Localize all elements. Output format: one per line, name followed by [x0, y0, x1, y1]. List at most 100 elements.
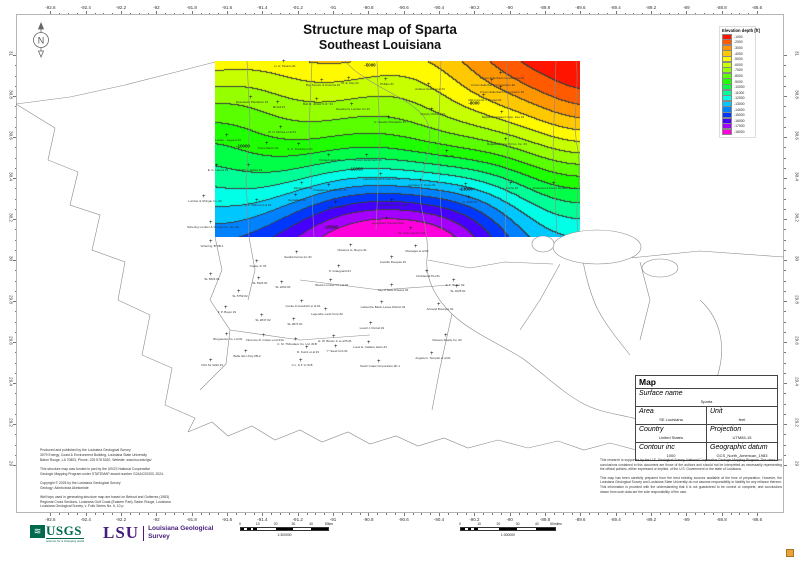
axis-tick	[324, 513, 326, 515]
axis-tick	[129, 12, 131, 14]
axis-tick	[784, 342, 787, 343]
axis-label: -89	[683, 517, 690, 522]
axis-tick	[784, 362, 786, 364]
axis-tick	[784, 444, 786, 446]
surface-name-value: Sparta	[700, 398, 713, 404]
axis-tick	[527, 513, 529, 515]
axis-tick	[14, 362, 16, 364]
lsu-lgs-logo: LSU Louisiana Geological Survey	[103, 523, 214, 542]
axis-tick	[748, 513, 750, 515]
axis-label: -92.4	[80, 517, 91, 522]
axis-tick	[147, 12, 149, 14]
axis-tick	[757, 513, 758, 516]
axis-tick	[377, 12, 379, 14]
axis-tick	[14, 65, 16, 67]
axis-tick	[14, 413, 16, 415]
axis-tick	[500, 513, 502, 515]
axis-tick	[784, 126, 786, 128]
axis-tick	[430, 12, 432, 14]
axis-tick	[677, 513, 679, 515]
axis-tick	[784, 96, 787, 97]
axis-tick	[784, 208, 786, 210]
axis-tick	[14, 434, 16, 436]
axis-tick	[13, 137, 16, 138]
axis-tick	[784, 465, 787, 466]
legend-label: -8000	[734, 73, 743, 78]
axis-tick	[447, 12, 449, 14]
axis-tick	[341, 12, 343, 14]
axis-tick	[94, 513, 96, 515]
axis-tick	[784, 331, 786, 333]
axis-label: 29.6	[794, 336, 800, 345]
axis-tick	[589, 513, 591, 515]
legend-label: -14000	[734, 107, 745, 112]
scale-ratio: 1:300000	[277, 533, 292, 537]
axis-tick	[456, 12, 458, 14]
axis-tick	[606, 12, 608, 14]
axis-tick	[174, 513, 176, 515]
axis-tick	[218, 12, 220, 14]
elevation-legend: Elevation depth [ft] -1000 -2000 -3000 -400…	[719, 26, 760, 138]
axis-tick	[500, 12, 502, 14]
axis-tick	[156, 513, 158, 516]
axis-tick	[784, 178, 787, 179]
axis-label: -88.8	[716, 5, 727, 10]
axis-tick	[94, 12, 96, 14]
axis-label: 30	[794, 255, 800, 261]
datum-cell: Geographic datum GCS_North_American_1983	[706, 443, 777, 460]
legend-label: -11000	[734, 90, 745, 95]
axis-label: -91.6	[221, 5, 233, 10]
axis-tick	[14, 372, 16, 374]
scalebar-label: 20	[273, 522, 278, 526]
legend-entry: -18000	[722, 128, 754, 135]
axis-tick	[545, 11, 547, 14]
axis-tick	[368, 513, 370, 516]
axis-tick	[227, 513, 229, 516]
axis-label: -89.4	[610, 5, 621, 10]
axis-tick	[553, 12, 555, 14]
axis-tick	[615, 11, 617, 14]
axis-tick	[624, 12, 626, 14]
axis-tick	[297, 11, 299, 14]
axis-tick	[50, 11, 52, 14]
axis-label: 29.4	[8, 377, 14, 386]
axis-tick	[112, 513, 114, 515]
axis-label: -89.2	[645, 517, 657, 522]
axis-tick	[129, 513, 131, 515]
axis-tick	[121, 11, 123, 14]
axis-tick	[209, 12, 211, 14]
axis-tick	[14, 454, 16, 456]
scalebar	[240, 527, 329, 531]
axis-tick	[14, 147, 16, 149]
axis-tick	[14, 75, 16, 77]
scalebar	[460, 527, 556, 531]
legend-label: -1000	[734, 34, 743, 39]
north-arrow-icon: N	[33, 22, 49, 58]
axis-tick	[68, 12, 70, 14]
axis-tick	[536, 12, 538, 14]
axis-tick	[642, 513, 644, 515]
usgs-wave-icon: ≋	[30, 525, 45, 538]
axis-tick	[341, 513, 343, 515]
axis-tick	[394, 513, 396, 515]
corner-mark	[786, 549, 794, 557]
axis-tick	[288, 513, 290, 515]
scalebar-label: 30	[515, 522, 520, 526]
axis-tick	[589, 12, 591, 14]
axis-tick	[730, 12, 732, 14]
axis-label: -91.2	[292, 517, 303, 522]
axis-tick	[13, 424, 16, 425]
axis-tick	[262, 513, 264, 516]
axis-label: 30.4	[8, 172, 14, 181]
axis-tick	[359, 513, 361, 515]
legend-label: -10000	[734, 85, 745, 90]
axis-tick	[784, 372, 786, 374]
axis-label: -92.6	[45, 5, 56, 10]
axis-label: -88.6	[751, 5, 763, 10]
axis-tick	[784, 116, 786, 118]
axis-label: 30.8	[8, 90, 14, 99]
axis-tick	[14, 444, 16, 446]
axis-tick	[368, 11, 370, 14]
axis-tick	[182, 12, 184, 14]
contour-label: -10000	[236, 143, 250, 149]
